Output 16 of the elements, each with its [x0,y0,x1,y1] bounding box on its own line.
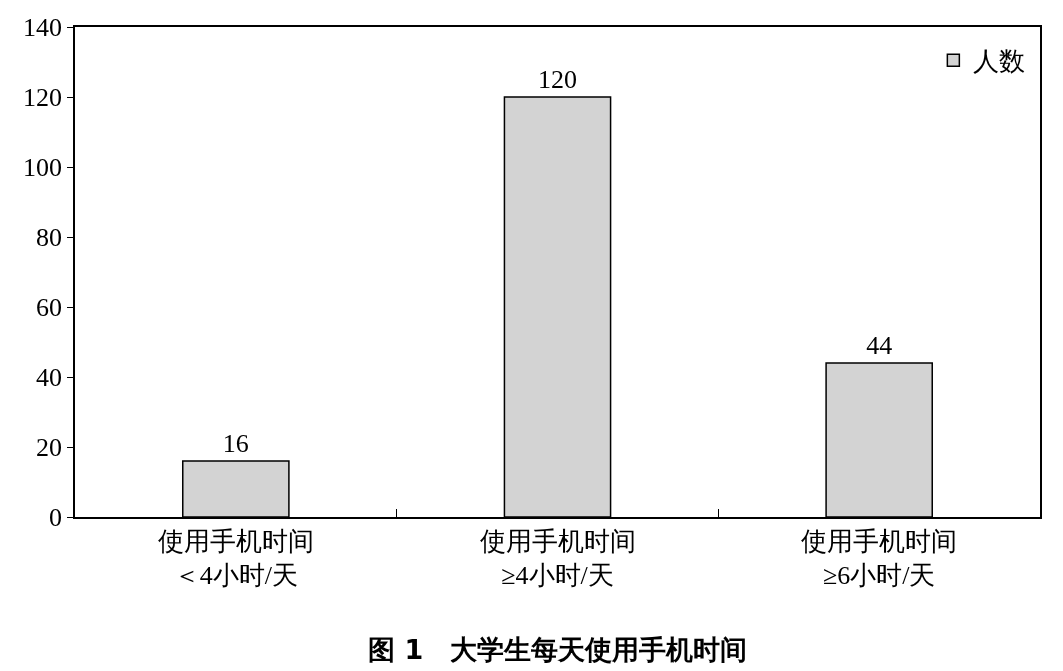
y-tick-label: 20 [36,433,63,463]
y-tick-label: 80 [36,223,63,253]
text: 图 1 大学生每天使用手机时间 [368,634,748,665]
x-tick-label: 使用手机时间＜4小时/天 [157,526,314,590]
legend-label: 人数 [973,47,1026,77]
y-tick-label: 60 [36,293,63,323]
x-tick-label: 使用手机时间≥6小时/天 [801,526,958,590]
data-label: 44 [866,331,893,360]
data-label: 120 [538,65,578,94]
y-tick-label: 40 [36,363,63,393]
y-tick-label: 140 [23,13,63,43]
y-tick-label: 0 [49,503,63,533]
x-tick-label: 使用手机时间≥4小时/天 [479,526,636,590]
data-label: 16 [222,429,249,458]
y-tick-label: 120 [23,83,63,113]
y-tick-label: 100 [23,153,63,183]
